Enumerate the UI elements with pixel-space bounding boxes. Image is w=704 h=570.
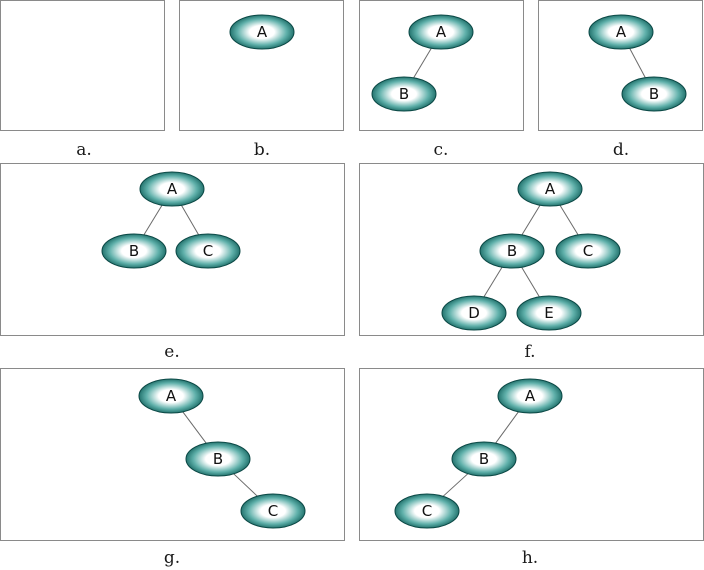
edge-a-b	[143, 204, 163, 236]
node-label: A	[616, 23, 627, 41]
node-shape	[516, 295, 582, 331]
node-label: A	[525, 387, 536, 405]
node-shape	[175, 233, 241, 269]
edge-b-c	[233, 473, 258, 497]
node-shape	[517, 171, 583, 207]
edge-a-c	[559, 204, 579, 236]
node-a: A	[138, 378, 204, 414]
node-label: B	[507, 242, 517, 260]
node-shape	[185, 441, 251, 477]
node-a: A	[139, 171, 205, 207]
node-label: D	[468, 304, 480, 322]
node-shape	[555, 233, 621, 269]
node-b: B	[479, 233, 545, 269]
node-shape	[497, 378, 563, 414]
tree-d: AB	[588, 14, 687, 112]
node-shape	[101, 233, 167, 269]
node-shape	[621, 76, 687, 112]
node-shape	[139, 171, 205, 207]
node-a: A	[497, 378, 563, 414]
caption-b: b.	[253, 140, 271, 160]
node-label: A	[257, 23, 268, 41]
node-label: A	[167, 180, 178, 198]
panel-a	[0, 0, 165, 131]
edge-b-e	[521, 266, 540, 298]
node-label: B	[129, 242, 139, 260]
edge-b-c	[442, 473, 469, 497]
caption-g: g.	[163, 548, 181, 568]
node-shape	[588, 14, 654, 50]
edge-a-b	[629, 48, 646, 78]
caption-c: c.	[433, 140, 449, 160]
tree-g: A B C	[138, 378, 306, 529]
node-c: C	[394, 493, 460, 529]
node-shape	[408, 14, 474, 50]
edge-a-c	[181, 204, 199, 236]
node-e: E	[516, 295, 582, 331]
node-label: E	[544, 304, 553, 322]
caption-a: a.	[76, 140, 92, 160]
edge-a-b	[413, 47, 432, 79]
node-label: C	[268, 502, 278, 520]
tree-f: A B C D E	[441, 171, 621, 331]
node-shape	[138, 378, 204, 414]
node-shape	[229, 14, 295, 50]
tree-h: A B C	[394, 378, 563, 529]
node-shape	[394, 493, 460, 529]
node-label: C	[583, 242, 593, 260]
edge-a-b	[495, 411, 519, 444]
node-b: B	[371, 76, 437, 112]
node-shape	[371, 76, 437, 112]
node-label: B	[213, 450, 223, 468]
node-label: A	[436, 23, 447, 41]
edge-b-d	[483, 266, 503, 298]
node-label: A	[166, 387, 177, 405]
node-a: A	[517, 171, 583, 207]
node-b: B	[621, 76, 687, 112]
caption-e: e.	[164, 342, 180, 362]
node-shape	[451, 441, 517, 477]
node-c: C	[175, 233, 241, 269]
node-c: C	[240, 493, 306, 529]
node-label: C	[422, 502, 432, 520]
node-shape	[441, 295, 507, 331]
node-b: B	[185, 441, 251, 477]
node-shape	[479, 233, 545, 269]
node-a: A	[229, 14, 295, 50]
edge-a-b	[182, 411, 207, 444]
caption-d: d.	[612, 140, 630, 160]
node-label: A	[545, 180, 556, 198]
caption-f: f.	[524, 342, 536, 362]
node-shape	[240, 493, 306, 529]
node-label: B	[649, 85, 659, 103]
node-a: A	[408, 14, 474, 50]
caption-h: h.	[521, 548, 539, 568]
node-label: B	[479, 450, 489, 468]
tree-c: AB	[371, 14, 474, 112]
node-label: C	[203, 242, 213, 260]
node-d: D	[441, 295, 507, 331]
node-b: B	[451, 441, 517, 477]
node-c: C	[555, 233, 621, 269]
node-b: B	[101, 233, 167, 269]
node-label: B	[399, 85, 409, 103]
edge-a-b	[521, 204, 541, 236]
node-a: A	[588, 14, 654, 50]
tree-b: A	[229, 14, 295, 50]
tree-e: A B C	[101, 171, 241, 269]
